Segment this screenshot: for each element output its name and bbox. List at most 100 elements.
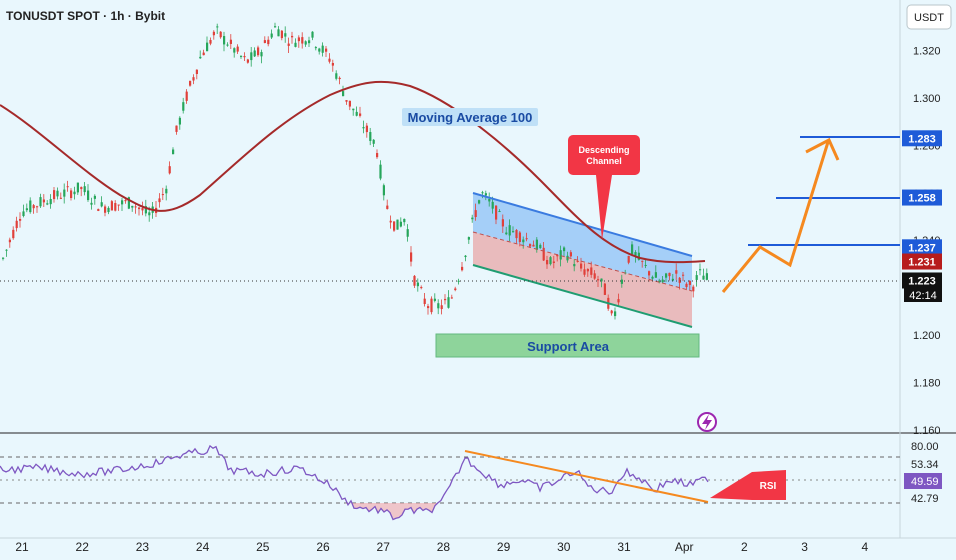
candle-body (294, 42, 297, 47)
candle-body (559, 250, 562, 260)
rsi-tick-label: 49.59 (911, 476, 939, 488)
currency-button-label: USDT (914, 12, 944, 24)
candle-body (229, 39, 232, 44)
candle-body (15, 220, 18, 229)
candle-body (189, 81, 192, 86)
candle-body (2, 257, 5, 259)
price-tick-label: 1.200 (913, 330, 941, 342)
candle-body (637, 252, 640, 260)
candle-body (359, 113, 362, 116)
projection-path (721, 141, 830, 293)
descending-channel-pointer (596, 175, 612, 240)
candle-body (131, 205, 134, 208)
candle-body (379, 164, 382, 179)
candle-body (209, 39, 212, 44)
candle-body (59, 197, 62, 199)
candle-body (699, 269, 702, 271)
candle-body (393, 221, 396, 231)
candle-body (529, 244, 532, 247)
candle-body (250, 52, 253, 61)
candle-body (705, 273, 708, 280)
candle-body (263, 40, 266, 43)
candle-body (610, 310, 613, 314)
countdown-label: 42:14 (909, 290, 937, 302)
candle-body (314, 47, 317, 49)
candlestick-series (2, 22, 708, 320)
date-tick-label: 27 (377, 540, 391, 554)
candle-body (433, 298, 436, 301)
candle-body (671, 278, 674, 281)
candle-body (593, 273, 596, 279)
candle-body (134, 206, 137, 208)
candle-body (328, 58, 331, 62)
candle-body (648, 271, 651, 276)
candle-body (338, 77, 341, 80)
candle-body (573, 264, 576, 267)
candle-body (138, 207, 141, 210)
candle-body (491, 201, 494, 209)
candle-body (464, 255, 467, 258)
candle-body (97, 209, 100, 211)
candle-body (148, 212, 151, 216)
candle-body (168, 166, 171, 174)
currency-button[interactable] (906, 4, 952, 30)
candle-body (685, 283, 688, 288)
date-axis[interactable]: 21 22 23 24 25 26 27 28 29 30 31 Apr 2 3 4 (15, 540, 868, 554)
price-badge-label: 1.231 (908, 257, 936, 269)
candle-body (399, 221, 402, 227)
candle-body (484, 193, 487, 196)
candle-body (450, 297, 453, 299)
candle-body (644, 264, 647, 266)
candle-body (566, 255, 569, 261)
candle-body (321, 45, 324, 53)
candle-body (342, 91, 345, 97)
candle-body (253, 50, 256, 57)
candle-body (270, 33, 273, 38)
rsi-line (0, 444, 709, 521)
candle-body (236, 46, 239, 52)
candle-body (665, 273, 668, 278)
candle-body (158, 198, 161, 203)
moving-average-line (0, 80, 706, 264)
candle-body (580, 263, 583, 269)
candle-body (66, 186, 69, 188)
candle-body (369, 132, 372, 141)
candle-body (185, 91, 188, 101)
candle-body (542, 247, 545, 261)
moving-average-label: Moving Average 100 (408, 110, 533, 125)
rsi-axis[interactable]: 80.00 53.34 49.59 42.79 (904, 441, 942, 505)
candle-body (651, 276, 654, 279)
candle-body (603, 283, 606, 295)
price-badge (902, 130, 942, 147)
candle-body (93, 195, 96, 199)
rsi-callout-label: RSI (760, 481, 777, 492)
candle-body (413, 275, 416, 286)
countdown-badge (904, 287, 942, 302)
candle-body (389, 220, 392, 223)
candle-body (444, 298, 447, 301)
candle-body (457, 280, 460, 282)
candle-body (49, 198, 52, 205)
candle-body (416, 282, 419, 287)
candle-body (352, 108, 355, 111)
candle-body (233, 48, 236, 53)
candle-body (617, 299, 620, 303)
candle-body (12, 229, 15, 239)
candle-body (83, 186, 86, 193)
candle-body (144, 206, 147, 214)
candle-body (257, 47, 260, 56)
price-badge (902, 272, 942, 289)
candle-body (19, 218, 22, 221)
candle-body (73, 191, 76, 195)
candle-body (243, 56, 246, 58)
date-tick-label: 2 (741, 540, 748, 554)
candle-body (345, 100, 348, 102)
date-tick-label: 3 (801, 540, 808, 554)
candle-body (212, 31, 215, 36)
candle-body (481, 192, 484, 194)
candle-body (22, 211, 25, 217)
candle-body (410, 252, 413, 262)
descending-channel-label-1: Descending (578, 145, 629, 155)
candle-body (614, 311, 617, 317)
